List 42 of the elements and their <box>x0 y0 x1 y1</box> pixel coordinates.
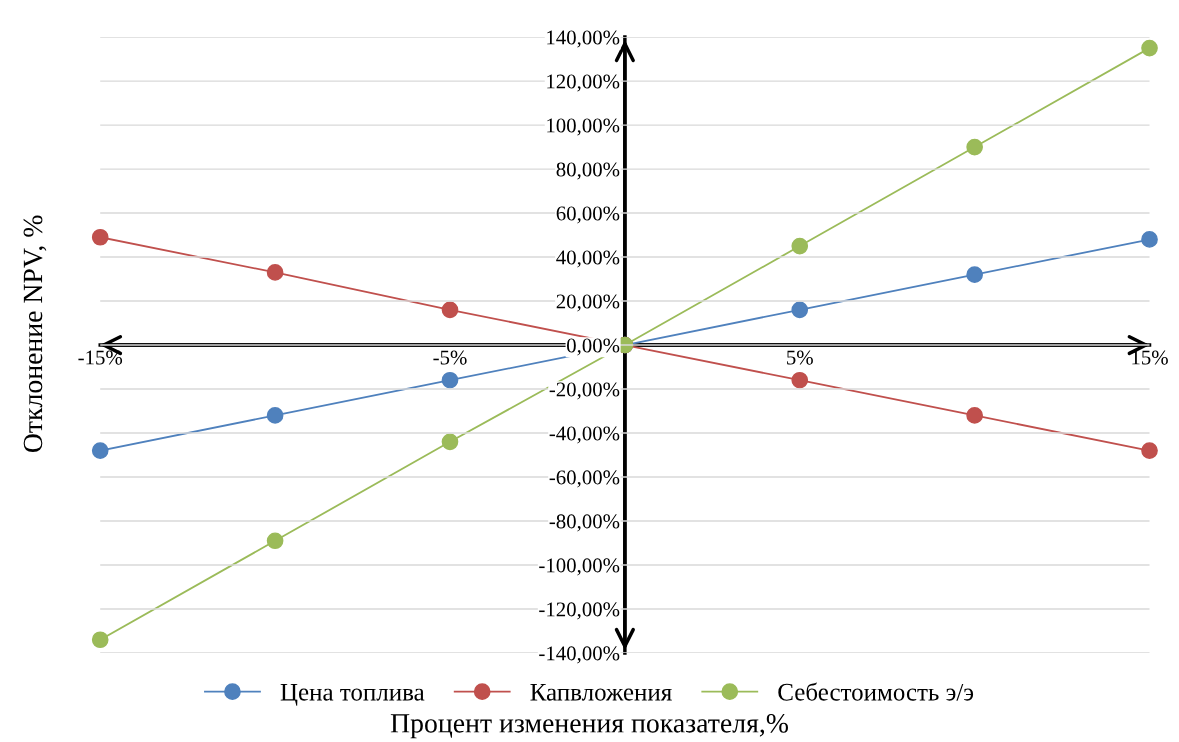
legend-label: Себестоимость э/э <box>778 682 974 701</box>
point <box>1141 442 1158 459</box>
x-tick-label: 5% <box>787 350 813 365</box>
point <box>91 442 109 459</box>
point <box>266 532 284 550</box>
y-tick-label: -40,00% <box>549 426 620 444</box>
point <box>791 301 809 319</box>
x-tick-label: -5% <box>433 350 467 365</box>
y-tick-label: 20,00% <box>556 294 620 312</box>
point <box>966 407 983 424</box>
point <box>966 266 983 283</box>
y-tick-label: -140,00% <box>539 646 620 664</box>
y-tick-label: -60,00% <box>549 470 620 488</box>
point <box>791 237 809 255</box>
x-tick-label: 15% <box>1132 350 1168 365</box>
x-axis-title: Процент изменения показателя,% <box>390 713 789 739</box>
point <box>966 138 983 156</box>
y-tick-label: 80,00% <box>556 162 620 180</box>
point <box>1141 231 1158 248</box>
y-tick-label: 100,00% <box>547 118 620 136</box>
y-tick-label: -20,00% <box>549 382 620 400</box>
legend-label: Цена топлива <box>280 684 425 706</box>
point <box>441 433 459 451</box>
y-tick-label: 0,00% <box>566 338 620 356</box>
point <box>266 264 284 281</box>
legend-label: Капвложения <box>530 684 672 701</box>
y-tick-label: 120,00% <box>547 74 620 92</box>
y-tick-label: 140,00% <box>547 30 620 48</box>
point <box>441 301 459 319</box>
point <box>441 371 459 389</box>
point <box>1141 39 1158 57</box>
point <box>91 228 109 246</box>
y-tick-label: 40,00% <box>556 250 620 268</box>
y-tick-label: -120,00% <box>539 602 620 620</box>
point <box>91 631 109 649</box>
x-tick-label: -15% <box>78 350 123 365</box>
point <box>266 407 284 424</box>
y-axis-title: Отклонение NPV, % <box>23 215 47 453</box>
y-tick-label: -80,00% <box>549 514 620 532</box>
point <box>791 371 809 389</box>
y-tick-label: 60,00% <box>556 206 620 224</box>
y-tick-label: -100,00% <box>539 558 620 576</box>
